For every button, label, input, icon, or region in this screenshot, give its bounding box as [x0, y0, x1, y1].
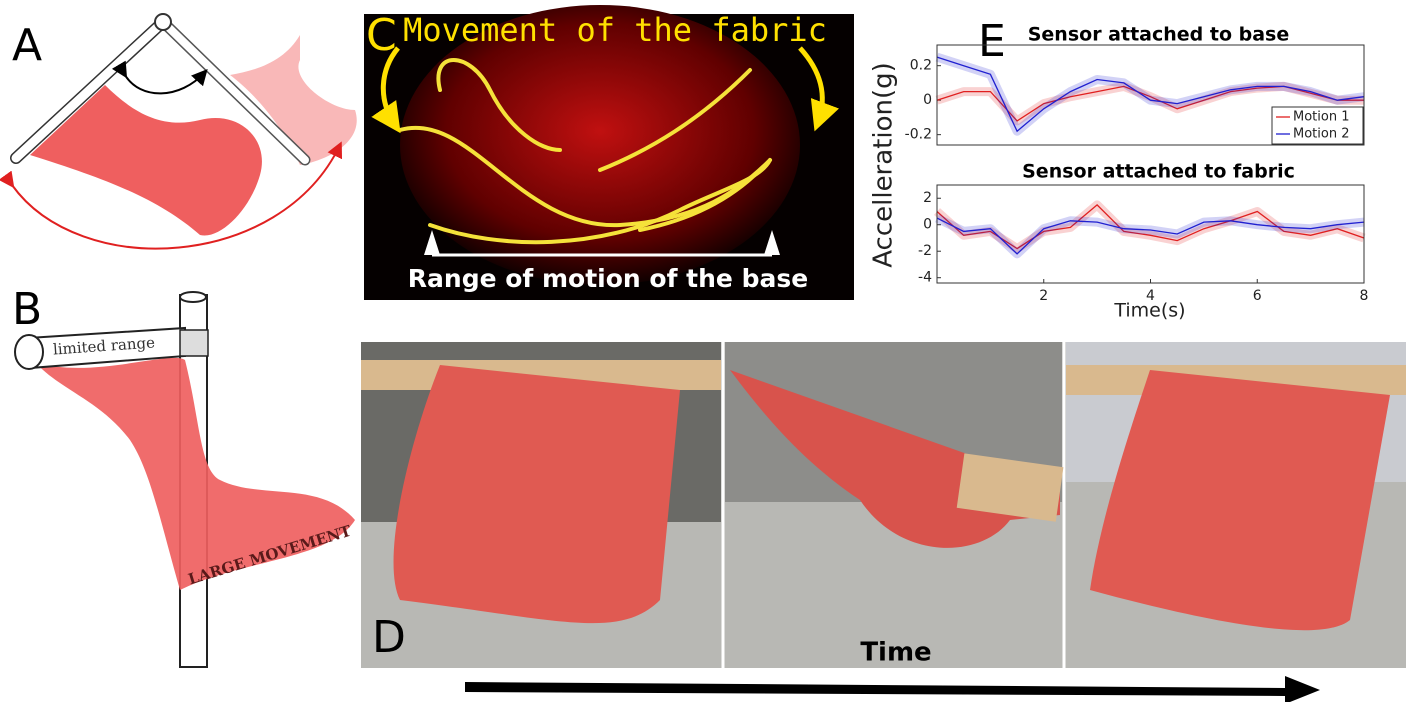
legend-label: Motion 2: [1293, 127, 1349, 142]
panel-c: Movement of the fabric Range of motion o…: [364, 5, 854, 300]
panel-letter: E: [978, 16, 1006, 67]
y-tick-label: 0: [923, 217, 932, 233]
x-tick-label: 4: [1146, 288, 1155, 304]
panel-letter: D: [372, 612, 406, 663]
x-tick-label: 2: [1039, 288, 1048, 304]
y-tick-label: 0: [923, 92, 932, 108]
x-tick-label: 6: [1253, 288, 1262, 304]
post-top: [180, 292, 206, 302]
chart-title: Sensor attached to fabric: [1022, 161, 1295, 183]
hinge: [155, 14, 171, 30]
cloth: [394, 365, 680, 623]
y-axis-label: Accelleration(g): [869, 62, 899, 268]
collar: [180, 330, 208, 356]
time-arrow: [465, 676, 1320, 702]
y-tick-label: 0.2: [910, 58, 932, 74]
rotation-arrow: [125, 72, 205, 93]
chart-title: Sensor attached to base: [1028, 24, 1290, 46]
arm-end: [15, 335, 43, 369]
panel-b: limited range LARGE MOVEMENT B: [12, 284, 355, 667]
c-range-label: Range of motion of the base: [408, 264, 808, 293]
y-tick-label: -2: [918, 243, 932, 259]
panel-letter: C: [366, 10, 397, 61]
figure: A limited range LARGE MOVEMENT B Movemen…: [0, 0, 1411, 702]
y-tick-label: -4: [918, 270, 932, 286]
x-tick-label: 8: [1360, 288, 1369, 304]
time-label: Time: [860, 638, 931, 668]
y-tick-label: -0.2: [905, 127, 932, 143]
c-caption: Movement of the fabric: [403, 11, 827, 49]
legend-label: Motion 1: [1293, 110, 1349, 125]
y-tick-label: 2: [923, 190, 932, 206]
panel-letter: A: [12, 20, 42, 71]
panel-d: Time D: [361, 342, 1406, 702]
panel-a: A: [12, 14, 357, 249]
panel-letter: B: [12, 284, 42, 335]
